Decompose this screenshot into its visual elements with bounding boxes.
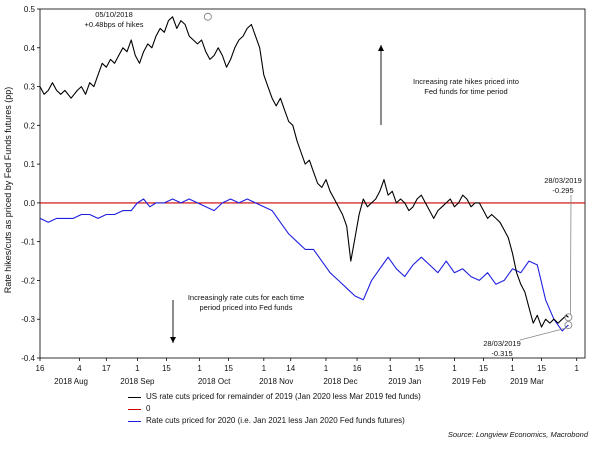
x-tick-label: 17 (102, 364, 111, 373)
arrow-up-head (378, 45, 384, 51)
annotation-leader-blue (519, 327, 567, 341)
plot-frame (39, 8, 586, 359)
x-tick-label: 14 (286, 364, 295, 373)
y-tick-label: 0.4 (24, 44, 36, 53)
annotation-peak: 05/10/2018 (95, 10, 133, 19)
legend-label-us-2019: US rate cuts priced for remainder of 201… (146, 392, 421, 401)
legend-swatch-2020 (128, 420, 141, 422)
x-tick-label: 1 (574, 364, 579, 373)
annotation-blue-end: -0.315 (491, 349, 512, 358)
x-month-label: 2019 Feb (452, 377, 486, 386)
x-month-label: 2018 Oct (198, 377, 231, 386)
legend-item-us-2019: US rate cuts priced for remainder of 201… (128, 391, 421, 403)
legend-label-zero: 0 (146, 404, 151, 413)
annotation-peak: +0.48bps of hikes (84, 20, 143, 29)
annotation-cuts: Increasingly rate cuts for each time (188, 293, 304, 302)
x-tick-label: 1 (135, 364, 140, 373)
legend-swatch-us-2019 (128, 396, 141, 398)
peak-marker (203, 12, 212, 21)
annotation-leader-black (570, 194, 572, 315)
y-tick-label: 0.0 (24, 199, 36, 208)
x-tick-label: 1 (262, 364, 267, 373)
source-note: Source: Longview Economics, Macrobond (447, 430, 588, 439)
x-tick-label: 15 (415, 364, 424, 373)
black-end-marker (564, 313, 573, 322)
x-tick-label: 1 (510, 364, 515, 373)
y-tick-label: 0.5 (24, 5, 36, 14)
x-tick-label: 16 (353, 364, 362, 373)
x-tick-label: 15 (537, 364, 546, 373)
x-month-label: 2019 Jan (388, 377, 421, 386)
y-tick-label: -0.3 (21, 315, 35, 324)
arrow-down-head (170, 337, 176, 343)
annotation-black-end: -0.295 (552, 186, 573, 195)
annotation-black-end: 28/03/2019 (544, 176, 582, 185)
annotation-hikes: Increasing rate hikes priced into (413, 77, 519, 86)
y-tick-label: 0.2 (24, 121, 36, 130)
x-tick-label: 4 (77, 364, 82, 373)
legend-swatch-zero (128, 408, 141, 410)
plot-area: 0.50.40.30.20.10.0-0.1-0.2-0.3-0.416 4 17 1… (21, 5, 586, 386)
series-line-us-2019 (39, 16, 569, 328)
y-tick-label: 0.3 (24, 83, 36, 92)
x-tick-label: 1 (452, 364, 457, 373)
annotation-cuts: period priced into Fed funds (200, 303, 293, 312)
x-month-label: 2018 Aug (54, 377, 88, 386)
x-tick-label: 15 (162, 364, 171, 373)
y-tick-label: 0.1 (24, 160, 36, 169)
blue-end-marker (564, 321, 573, 329)
y-tick-label: -0.4 (21, 354, 35, 363)
y-axis-label: Rate hikes/cuts as priced by Fed Funds f… (3, 87, 13, 294)
legend-label-2020: Rate cuts priced for 2020 (i.e. Jan 2021… (146, 416, 405, 425)
x-month-label: 2019 Mar (510, 377, 544, 386)
legend: US rate cuts priced for remainder of 201… (128, 391, 421, 427)
legend-item-2020: Rate cuts priced for 2020 (i.e. Jan 2021… (128, 415, 421, 427)
x-tick-label: 1 (324, 364, 329, 373)
y-tick-label: -0.2 (21, 276, 35, 285)
x-tick-label: 1 (388, 364, 393, 373)
x-month-label: 2018 Sep (120, 377, 155, 386)
x-tick-label: 15 (224, 364, 233, 373)
annotation-hikes: Fed funds for time period (424, 87, 507, 96)
annotation-blue-end: 28/03/2019 (483, 339, 521, 348)
x-month-label: 2018 Nov (259, 377, 293, 386)
y-tick-label: -0.1 (21, 238, 35, 247)
x-tick-label: 15 (479, 364, 488, 373)
x-tick-label: 16 (36, 364, 45, 373)
x-tick-label: 1 (197, 364, 202, 373)
series-line-2020 (39, 198, 569, 332)
legend-item-zero: 0 (128, 403, 421, 415)
x-month-label: 2018 Dec (323, 377, 357, 386)
